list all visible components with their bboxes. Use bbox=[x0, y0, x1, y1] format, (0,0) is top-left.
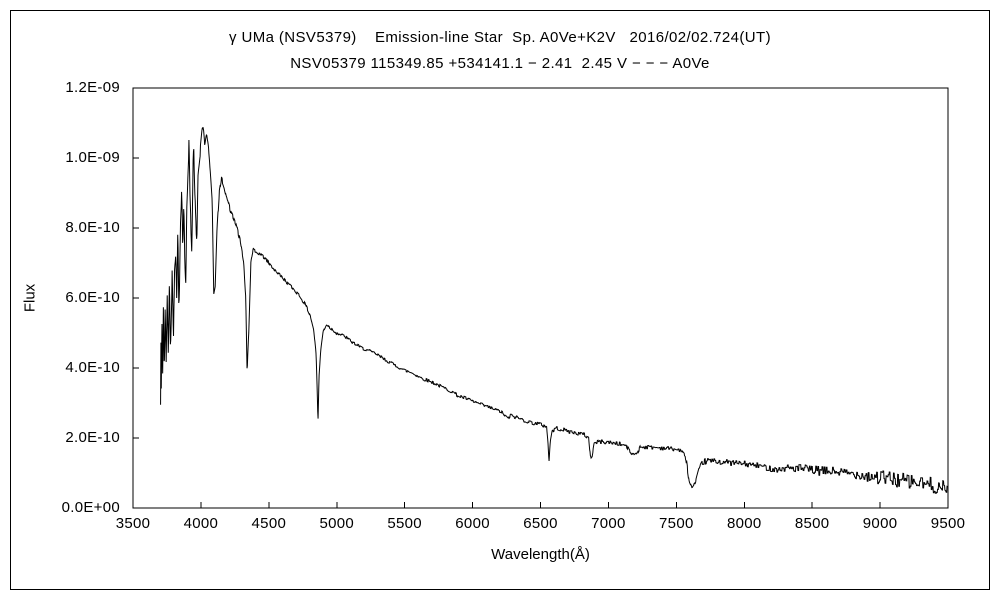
x-tick-label: 4500 bbox=[251, 515, 287, 532]
figure-border bbox=[10, 10, 990, 590]
y-tick-label: 2.0E-10 bbox=[65, 429, 120, 446]
y-tick-label: 1.2E-09 bbox=[65, 79, 120, 96]
y-tick-label: 1.0E-09 bbox=[65, 149, 120, 166]
chart-title: γ UMa (NSV5379) Emission-line Star Sp. A… bbox=[229, 29, 771, 46]
x-tick-label: 7500 bbox=[659, 515, 694, 532]
x-tick-label: 8500 bbox=[794, 515, 830, 532]
x-tick-label: 6500 bbox=[523, 515, 558, 532]
y-tick-label: 6.0E-10 bbox=[65, 289, 120, 306]
plot-box bbox=[132, 87, 949, 509]
x-axis-label: Wavelength(Å) bbox=[491, 546, 590, 563]
y-tick-label: 0.0E+00 bbox=[61, 499, 120, 516]
y-tick-label: 4.0E-10 bbox=[65, 359, 120, 376]
x-tick-label: 9000 bbox=[862, 515, 898, 532]
x-tick-label: 5000 bbox=[319, 515, 355, 532]
chart-subtitle: NSV05379 115349.85 +534141.1 − 2.41 2.45… bbox=[290, 55, 710, 72]
x-tick-label: 5500 bbox=[387, 515, 422, 532]
x-tick-label: 8000 bbox=[726, 515, 762, 532]
y-tick-label: 8.0E-10 bbox=[65, 219, 120, 236]
x-tick-label: 6000 bbox=[455, 515, 490, 532]
x-tick-label: 7000 bbox=[591, 515, 626, 532]
x-tick-label: 4000 bbox=[183, 515, 219, 532]
x-tick-label: 3500 bbox=[115, 515, 151, 532]
x-tick-label: 9500 bbox=[930, 515, 966, 532]
spectrum-line bbox=[160, 126, 948, 494]
